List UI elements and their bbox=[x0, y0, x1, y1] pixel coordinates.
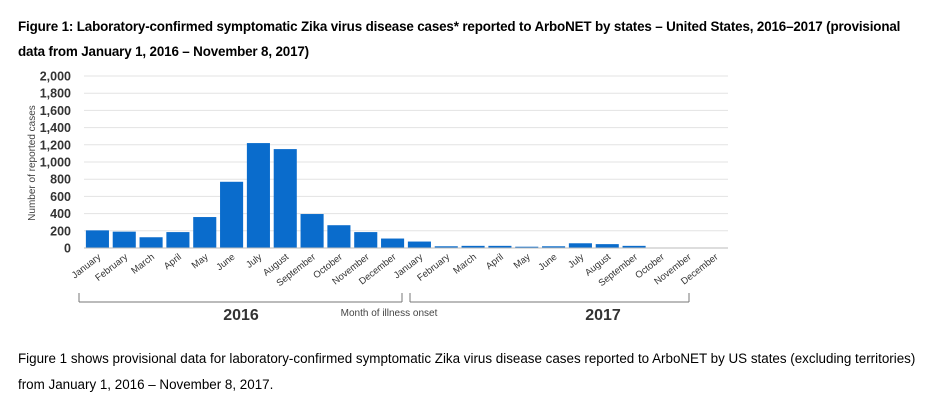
y-tick-label: 800 bbox=[50, 173, 71, 187]
x-tick-label: June bbox=[214, 252, 237, 273]
x-tick-label: July bbox=[566, 252, 586, 271]
year-label: 2016 bbox=[223, 307, 259, 324]
bar bbox=[407, 241, 431, 248]
x-tick-label: March bbox=[129, 252, 157, 277]
bar bbox=[542, 246, 566, 248]
bar bbox=[622, 245, 646, 248]
bar bbox=[515, 246, 539, 248]
y-tick-label: 1,600 bbox=[40, 104, 71, 118]
gridlines bbox=[84, 75, 728, 232]
bar bbox=[193, 217, 217, 248]
bar bbox=[327, 225, 351, 248]
y-tick-label: 1,400 bbox=[40, 121, 71, 135]
y-tick-label: 600 bbox=[50, 190, 71, 204]
x-tick-label: June bbox=[536, 252, 559, 273]
x-tick-label: April bbox=[162, 252, 184, 272]
figure-caption: Figure 1 shows provisional data for labo… bbox=[18, 351, 916, 392]
bar bbox=[434, 246, 458, 248]
bar bbox=[354, 232, 378, 248]
bar bbox=[381, 238, 405, 248]
y-tick-label: 1,200 bbox=[40, 138, 71, 152]
bar bbox=[488, 245, 512, 248]
bar bbox=[220, 181, 244, 248]
bar bbox=[300, 214, 324, 248]
figure-title: Figure 1: Laboratory-confirmed symptomat… bbox=[18, 19, 901, 59]
x-axis-label: Month of illness onset bbox=[341, 308, 438, 319]
bar bbox=[166, 232, 190, 248]
y-axis-label: Number of reported cases bbox=[27, 105, 38, 221]
y-tick-label: 400 bbox=[50, 207, 71, 221]
bar bbox=[461, 245, 485, 248]
bar bbox=[595, 244, 619, 248]
bars bbox=[85, 143, 646, 248]
bar bbox=[139, 237, 163, 248]
y-tick-label: 200 bbox=[50, 224, 71, 238]
x-tick-label: May bbox=[190, 252, 211, 272]
bar bbox=[112, 231, 136, 248]
bar bbox=[273, 149, 297, 248]
bar bbox=[568, 243, 592, 248]
year-brackets: 2016 2017 bbox=[78, 293, 690, 324]
x-tick-label: May bbox=[512, 252, 533, 272]
x-tick-label: July bbox=[244, 252, 264, 271]
year-label: 2017 bbox=[585, 307, 621, 324]
bar bbox=[246, 143, 270, 248]
y-axis-ticks: 2,000 1,800 1,600 1,400 1,200 1,000 800 600 400 2… bbox=[40, 70, 71, 256]
y-tick-label: 0 bbox=[64, 242, 71, 256]
y-tick-label: 1,000 bbox=[40, 156, 71, 170]
bar bbox=[85, 230, 109, 248]
x-tick-label: April bbox=[484, 252, 506, 272]
bar-chart: 2,000 1,800 1,600 1,400 1,200 1,000 800 600 400 2… bbox=[27, 70, 728, 324]
y-tick-label: 2,000 bbox=[40, 70, 71, 84]
x-tick-label: March bbox=[451, 252, 479, 277]
y-tick-label: 1,800 bbox=[40, 87, 71, 101]
